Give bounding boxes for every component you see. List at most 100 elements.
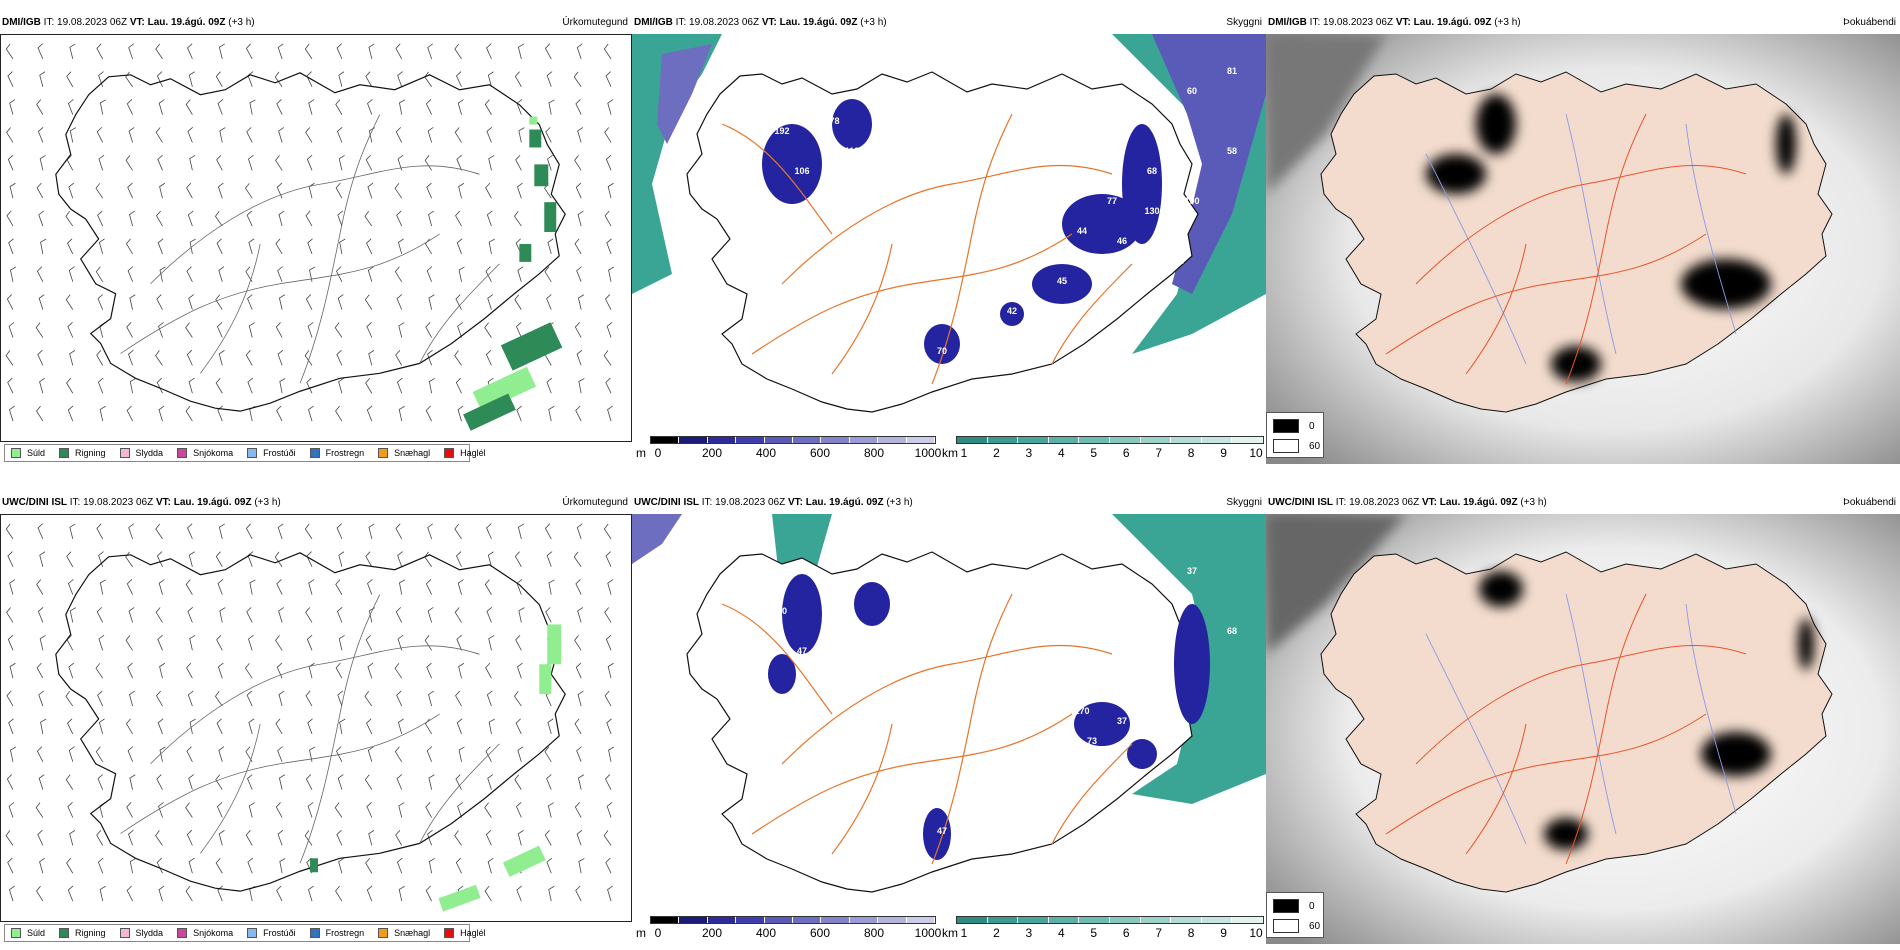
- wind-barb: [7, 551, 14, 567]
- wind-barb: [398, 885, 405, 902]
- wind-barb: [215, 377, 223, 394]
- wind-barb: [125, 71, 133, 87]
- vis-value-label: 278: [824, 116, 839, 126]
- colorbar-tick: 0: [654, 446, 662, 460]
- wind-barb: [306, 71, 313, 87]
- legend-label: Súld: [27, 928, 46, 938]
- wind-barb: [99, 405, 106, 422]
- legend-label: Frostregn: [325, 448, 365, 458]
- wind-barb: [603, 350, 612, 366]
- vis-value-label: 77: [1157, 706, 1167, 716]
- colorbar-cell: [736, 437, 765, 443]
- wind-barb: [247, 774, 253, 790]
- colorbar-tick: 1000: [914, 926, 942, 940]
- wind-barb: [214, 210, 223, 227]
- wind-barb: [67, 322, 74, 338]
- wind-barb: [216, 634, 223, 651]
- wind-barb: [247, 294, 253, 310]
- wind-barb: [607, 579, 614, 595]
- colorbar-cell: [793, 437, 822, 443]
- legend-item: Snjókoma: [177, 448, 233, 458]
- wind-barb: [127, 182, 133, 199]
- wind-barb: [605, 377, 612, 394]
- wind-barb: [488, 238, 495, 254]
- wind-barb: [275, 802, 283, 818]
- vis-value-label: 37: [1187, 566, 1197, 576]
- wind-barb: [68, 182, 75, 199]
- fog-legend-bottom: 0 60: [1266, 892, 1324, 938]
- vis-value-label: 81: [1227, 66, 1237, 76]
- vis-value-label: 45: [1057, 276, 1067, 286]
- wind-barb: [35, 322, 44, 338]
- vis-map-bottom: 90 150 47 79 106 81 77 73 77 37 47 40 37 68 55 94 48 68 37…: [632, 514, 1266, 920]
- legend-swatch: [444, 928, 455, 938]
- panel-title: Þokuábendi: [1843, 497, 1896, 508]
- wind-barb: [65, 690, 74, 707]
- wind-barb: [8, 718, 14, 735]
- wind-barb: [366, 238, 373, 255]
- vis-value-label: 37: [1117, 716, 1127, 726]
- colorbar-cell: [1171, 917, 1202, 923]
- wind-barb: [486, 607, 493, 623]
- wind-barb: [7, 377, 14, 394]
- vis-panel-bottom: UWC/DINI ISL IT: 19.08.2023 06Z VT: Lau.…: [632, 492, 1266, 944]
- colorbar-cell: [651, 437, 680, 443]
- colorbar-cell: [849, 917, 879, 923]
- wind-barb: [575, 99, 582, 115]
- legend-label: Slydda: [135, 928, 164, 938]
- roads-orange: [721, 113, 1133, 385]
- wind-barb: [395, 350, 403, 366]
- wind-barb: [337, 690, 344, 707]
- vis-value-label: 70: [937, 346, 947, 356]
- vis-value-label: 68: [1147, 166, 1157, 176]
- legend-swatch: [177, 448, 188, 458]
- wind-barb: [574, 322, 582, 338]
- wind-barb: [484, 885, 492, 902]
- fog-legend-swatch: [1273, 919, 1299, 933]
- colorbar-tick: 7: [1155, 926, 1162, 940]
- wind-barb: [128, 43, 134, 60]
- wind-barb: [215, 551, 223, 567]
- wind-barb: [66, 551, 74, 567]
- legend-swatch: [59, 928, 70, 938]
- wind-barb: [96, 350, 104, 366]
- vis-value-label: 55: [1167, 616, 1177, 626]
- wind-barb: [245, 266, 253, 282]
- wind-barb: [367, 746, 374, 762]
- wind-barbs: [5, 43, 615, 422]
- wind-barb: [278, 607, 284, 623]
- vis-value-label: 63: [927, 306, 937, 316]
- wind-barb: [128, 607, 135, 623]
- colorbar-tick: 4: [1057, 926, 1065, 940]
- wind-barb: [7, 857, 14, 874]
- fog-legend-label: 0: [1309, 420, 1315, 432]
- wind-barb: [397, 634, 404, 651]
- wind-barb: [246, 210, 253, 227]
- wind-barb: [334, 322, 343, 338]
- vis-value-label: 60: [1187, 86, 1197, 96]
- precip-areas: [463, 116, 563, 431]
- wind-barb: [513, 690, 522, 707]
- wind-barb: [546, 774, 552, 790]
- colorbar-tick: 2: [993, 926, 1000, 940]
- wind-barb: [276, 885, 283, 902]
- wind-barb: [217, 405, 223, 422]
- wind-barb: [394, 266, 403, 282]
- fog-panel-bottom: UWC/DINI ISL IT: 19.08.2023 06Z VT: Lau.…: [1266, 492, 1900, 944]
- legend-item: Slydda: [119, 928, 164, 938]
- vis-value-label: 192: [774, 126, 789, 136]
- precip-panel-top: DMI/IGB IT: 19.08.2023 06Z VT: Lau. 19.á…: [0, 12, 632, 464]
- fog-map-bottom: [1266, 514, 1900, 944]
- wind-barb: [99, 579, 107, 595]
- wind-barb: [275, 238, 283, 255]
- wind-barb: [304, 830, 313, 846]
- colorbar-tick: 9: [1220, 926, 1227, 940]
- legend-swatch: [11, 928, 21, 938]
- wind-barb: [395, 523, 403, 540]
- wind-barb: [487, 774, 494, 790]
- wind-barb: [245, 43, 253, 60]
- wind-barb: [96, 523, 104, 540]
- wind-barb: [396, 774, 403, 790]
- wind-barb: [98, 238, 105, 255]
- wind-barb: [216, 238, 223, 255]
